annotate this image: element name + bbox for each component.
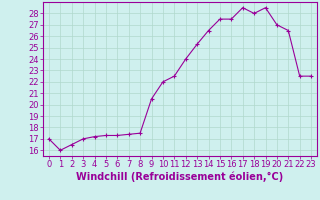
X-axis label: Windchill (Refroidissement éolien,°C): Windchill (Refroidissement éolien,°C) — [76, 172, 284, 182]
